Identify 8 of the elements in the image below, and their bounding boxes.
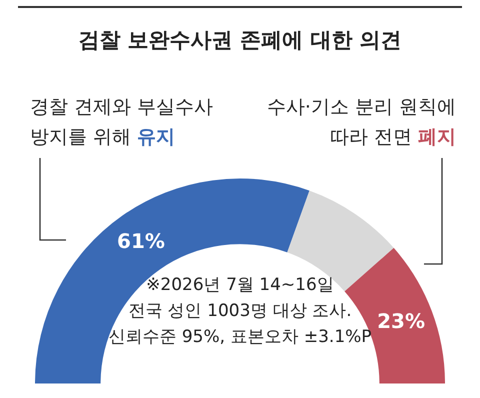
chart-title: 검찰 보완수사권 존폐에 대한 의견 bbox=[77, 27, 403, 54]
text: 신뢰수준 95%, 표본오차 ±3.1%P bbox=[108, 327, 372, 347]
slice-label: 경찰 견제와 부실수사 방지를 위해 유지 bbox=[30, 95, 214, 150]
slice-label: 수사·기소 분리 원칙에 따라 전면 폐지 bbox=[266, 95, 456, 150]
data-label: 61% bbox=[117, 228, 165, 253]
data-label: 23% bbox=[377, 308, 426, 333]
text: ※2026년 7월 14~16일 bbox=[145, 274, 335, 297]
text: 전국 성인 1003명 대상 조사. bbox=[128, 301, 352, 321]
